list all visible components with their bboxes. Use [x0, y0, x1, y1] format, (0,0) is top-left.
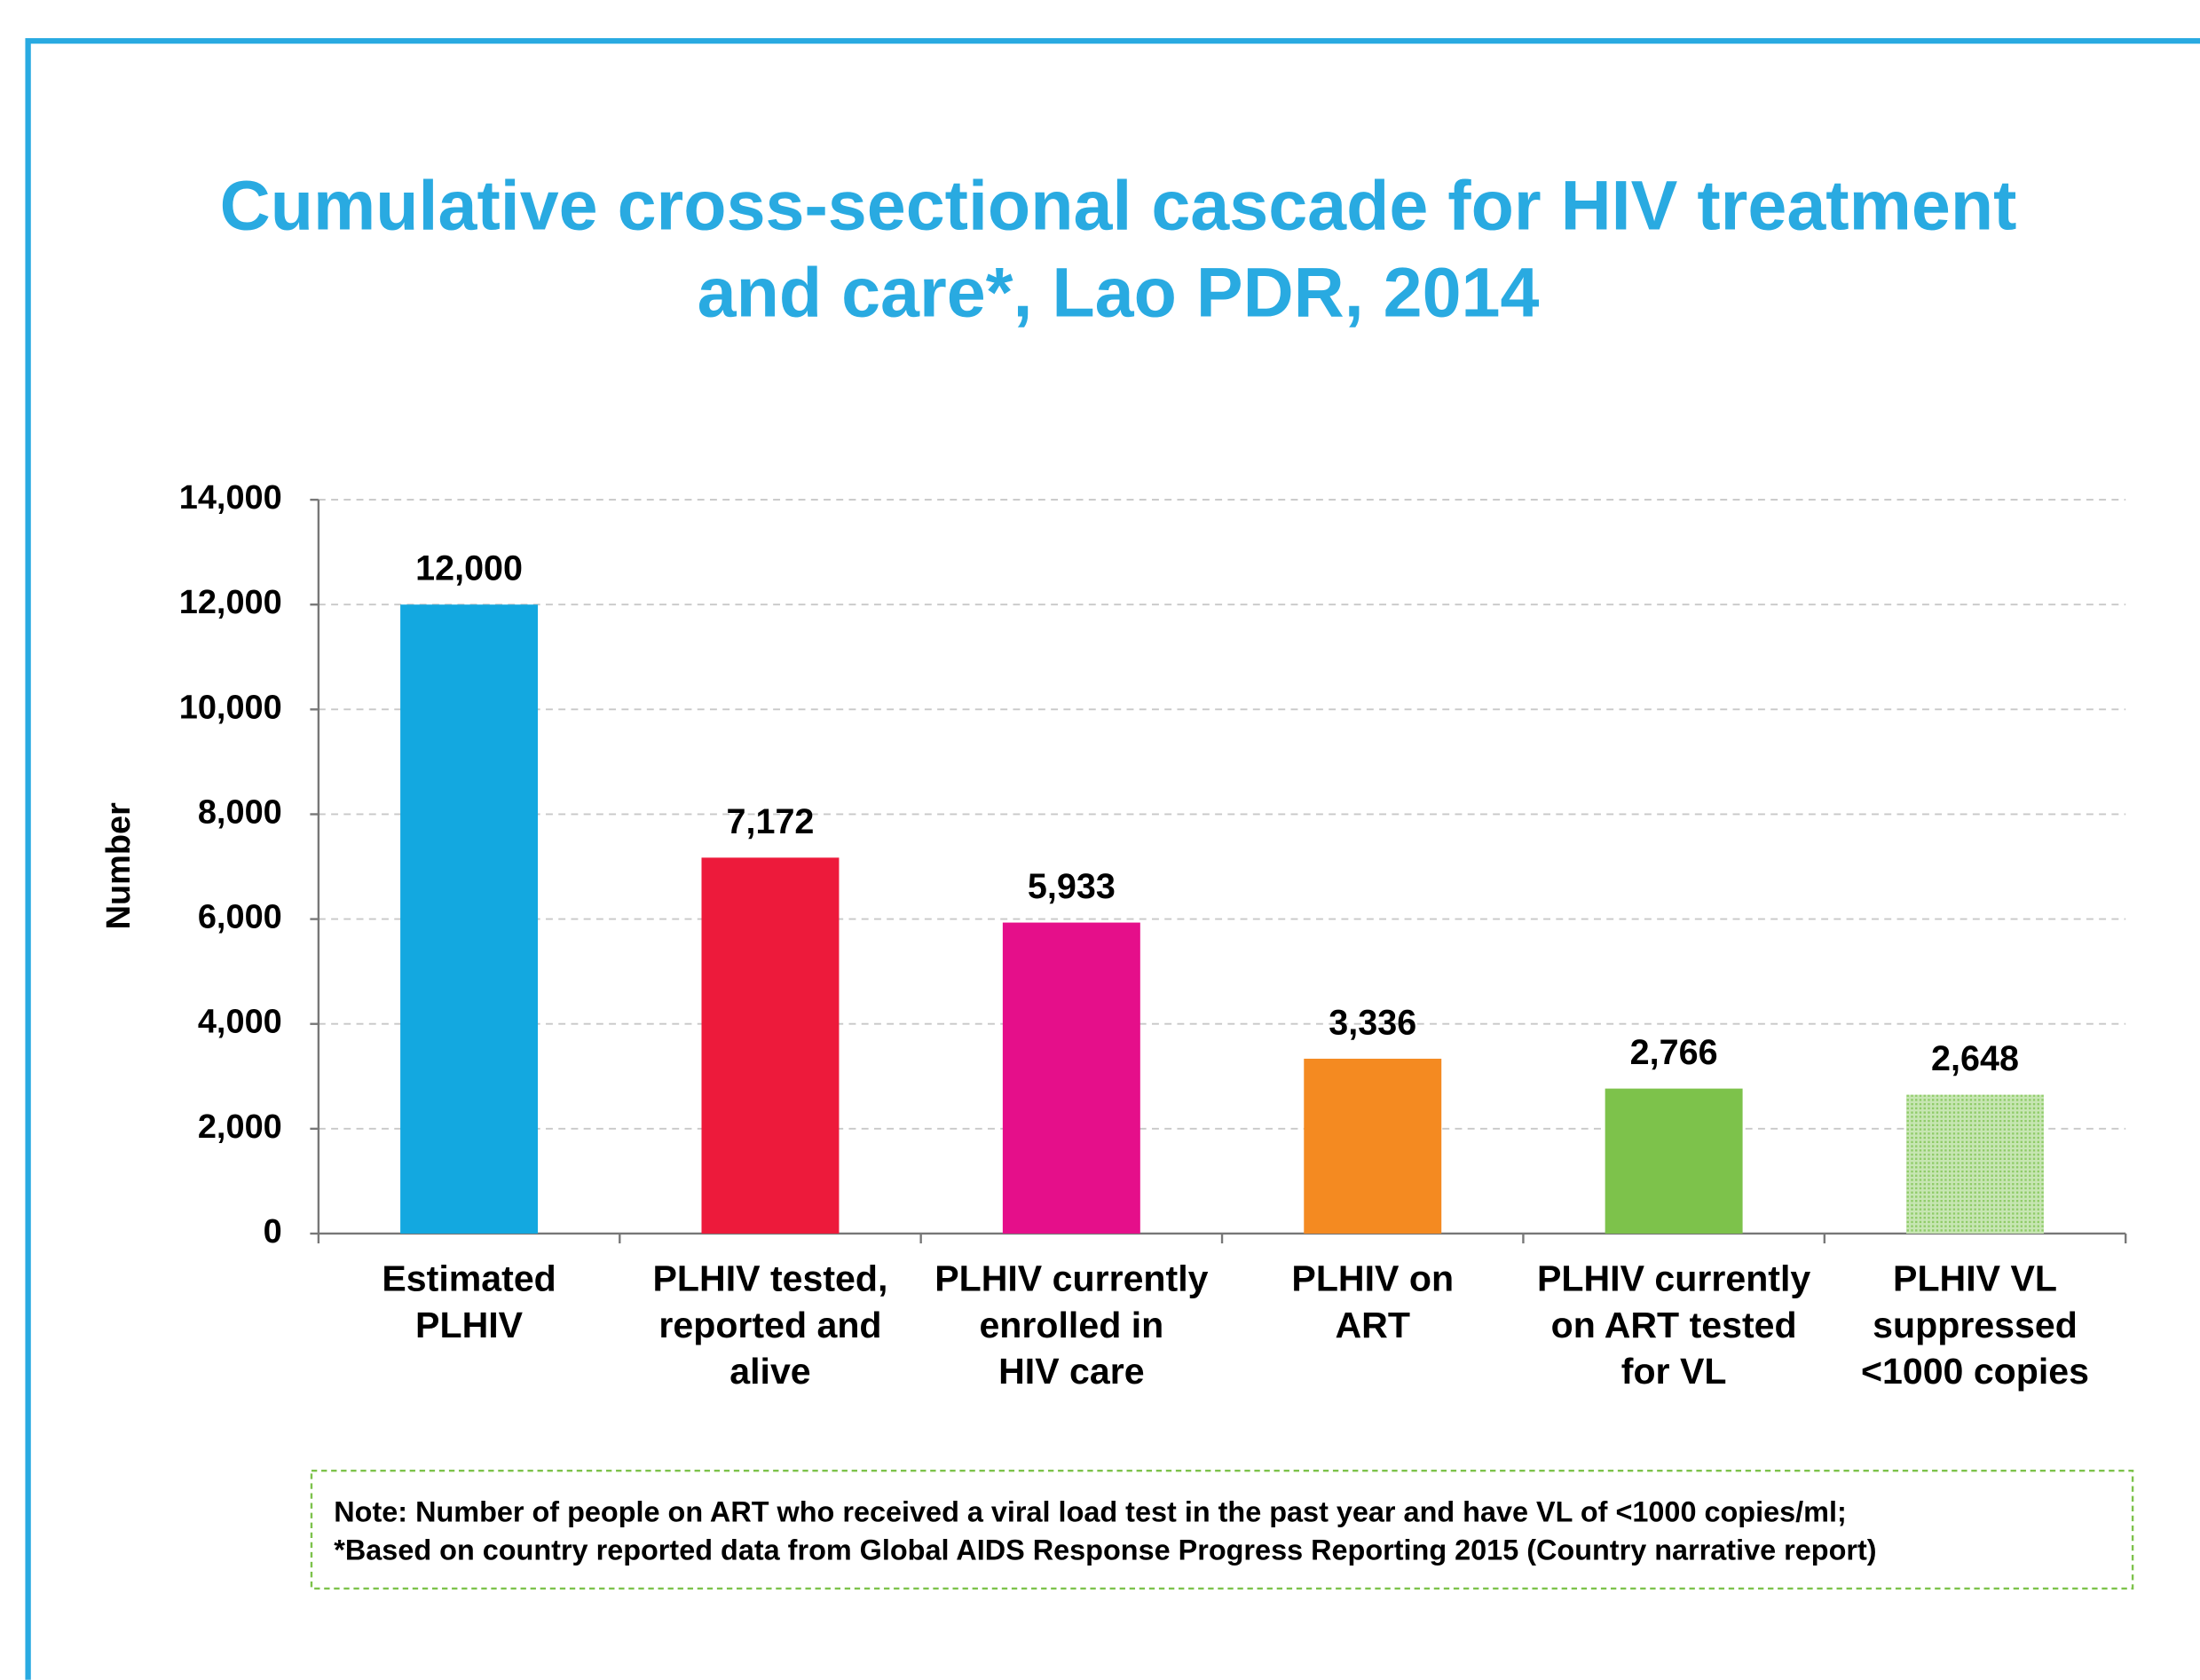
note: Note: Number of people on ART who receiv… — [334, 1496, 1846, 1528]
chart-title: Cumulative cross-sectional cascade for H… — [220, 165, 2017, 244]
value-label: 5,933 — [1028, 867, 1116, 906]
x-tick-label: PLHIV on ART — [1291, 1258, 1454, 1345]
y-tick-label: 4,000 — [198, 1004, 282, 1041]
x-tick-label: Estimated PLHIV — [382, 1258, 556, 1345]
y-tick-label: 12,000 — [179, 584, 282, 621]
bar — [1304, 1058, 1442, 1234]
bar — [701, 857, 840, 1234]
y-axis-label: Number — [100, 802, 138, 930]
x-tick-label: PLHIV tested, reported and alive — [653, 1258, 888, 1392]
note: *Based on country reported data from Glo… — [334, 1534, 1876, 1566]
value-label: 7,172 — [727, 802, 815, 841]
y-tick-label: 10,000 — [179, 689, 282, 726]
note-box — [310, 1469, 2134, 1590]
x-tick-label: PLHIV VL suppressed <1000 copies — [1861, 1258, 2089, 1392]
y-tick-label: 14,000 — [179, 479, 282, 517]
bar — [1605, 1088, 1743, 1234]
chart-title: and care*, Lao PDR, 2014 — [698, 252, 1540, 331]
value-label: 12,000 — [415, 549, 523, 588]
y-tick-label: 2,000 — [198, 1108, 282, 1146]
y-tick-label: 6,000 — [198, 899, 282, 936]
bar — [1906, 1094, 2044, 1234]
value-label: 2,766 — [1630, 1033, 1718, 1072]
y-tick-label: 0 — [264, 1213, 282, 1250]
value-label: 2,648 — [1931, 1039, 2019, 1078]
x-tick-label: PLHIV currently on ART tested for VL — [1537, 1258, 1810, 1392]
frame — [25, 37, 2200, 1680]
bar — [1002, 922, 1140, 1234]
y-tick-label: 8,000 — [198, 793, 282, 831]
bar — [400, 604, 539, 1234]
value-label: 3,336 — [1329, 1003, 1416, 1042]
x-tick-label: PLHIV currently enrolled in HIV care — [934, 1258, 1208, 1392]
